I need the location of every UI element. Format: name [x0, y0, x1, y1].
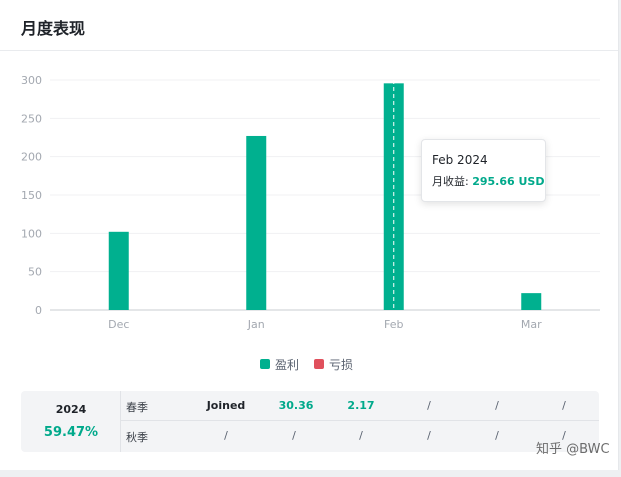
- season-summary-table: 2024 59.47% 春季 Joined 30.36 2.17 / / / 秋…: [21, 391, 599, 452]
- x-tick-label: Mar: [521, 318, 542, 331]
- season-cell: /: [292, 429, 296, 442]
- y-tick-label: 0: [35, 304, 42, 317]
- legend-label-loss: 亏损: [329, 357, 354, 372]
- y-tick-label: 150: [21, 189, 42, 202]
- y-tick-label: 200: [21, 151, 42, 164]
- season-cell: /: [495, 399, 499, 412]
- chart-bars[interactable]: [108, 80, 542, 310]
- season-cell: Joined: [206, 399, 246, 412]
- bar-jan[interactable]: [246, 135, 267, 310]
- tooltip-value: 295.66 USD: [472, 175, 545, 188]
- legend-item-loss[interactable]: 亏损: [314, 356, 353, 373]
- bar-mar[interactable]: [521, 293, 542, 310]
- season-cell: /: [427, 399, 431, 412]
- season-name: 秋季: [126, 431, 148, 444]
- season-cell: /: [427, 429, 431, 442]
- card-title: 月度表现: [21, 19, 86, 38]
- year-summary-cell: 2024 59.47%: [21, 391, 121, 452]
- season-cell: /: [562, 399, 566, 412]
- season-row-spring: 春季 Joined 30.36 2.17 / / /: [121, 391, 599, 421]
- legend-label-profit: 盈利: [275, 357, 300, 372]
- season-row-autumn: 秋季 / / / / / /: [121, 421, 599, 451]
- chart-legend: 盈利 亏损: [260, 356, 368, 372]
- tooltip-row: 月收益: 295.66 USD: [432, 174, 544, 190]
- bar-dec[interactable]: [108, 231, 129, 310]
- card-header: 月度表现: [0, 0, 618, 51]
- season-cell: 30.36: [278, 399, 314, 412]
- season-cell: /: [562, 429, 566, 442]
- season-cell: /: [495, 429, 499, 442]
- legend-swatch-loss: [314, 359, 325, 369]
- x-tick-label: Dec: [108, 318, 129, 331]
- monthly-bar-chart[interactable]: 0 50 100 150 200 250 300 Dec Jan Feb Mar: [0, 60, 619, 340]
- watermark: 知乎 @BWC: [536, 442, 610, 457]
- x-tick-label: Jan: [247, 318, 265, 331]
- season-cell: 2.17: [347, 399, 375, 412]
- legend-item-profit[interactable]: 盈利: [260, 356, 299, 373]
- bar-feb[interactable]: [383, 83, 404, 310]
- y-tick-label: 50: [28, 266, 42, 279]
- legend-swatch-profit: [260, 359, 270, 369]
- year-return-percent: 59.47%: [43, 425, 99, 440]
- y-axis-ticks: 0 50 100 150 200 250 300: [21, 74, 42, 317]
- y-tick-label: 250: [21, 112, 42, 125]
- season-cell: /: [359, 429, 363, 442]
- y-tick-label: 100: [21, 227, 42, 240]
- x-axis-ticks: Dec Jan Feb Mar: [108, 318, 542, 331]
- season-name: 春季: [126, 401, 148, 414]
- tooltip-title: Feb 2024: [432, 153, 488, 167]
- tooltip-label: 月收益:: [432, 175, 473, 188]
- y-tick-label: 300: [21, 74, 42, 87]
- x-tick-label: Feb: [384, 318, 403, 331]
- chart-grid: [50, 79, 600, 311]
- year-label: 2024: [55, 403, 87, 416]
- season-cell: /: [224, 429, 228, 442]
- chart-tooltip: Feb 2024 月收益: 295.66 USD: [421, 139, 546, 202]
